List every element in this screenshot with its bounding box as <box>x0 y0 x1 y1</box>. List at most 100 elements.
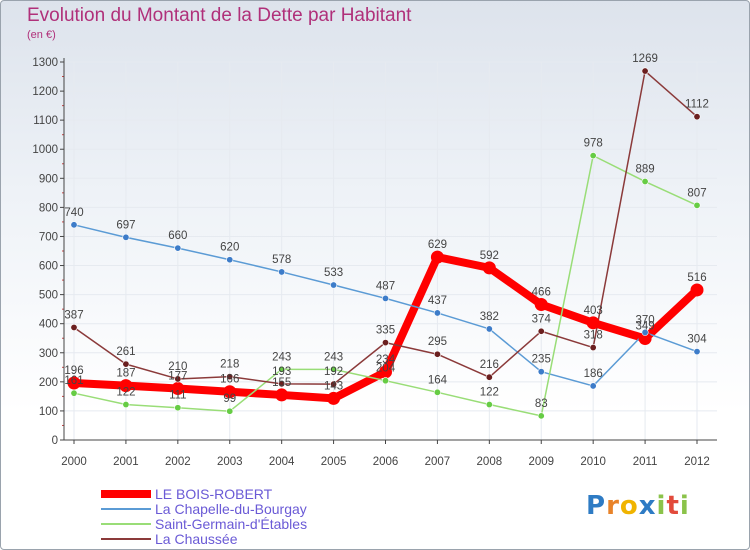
data-point <box>589 152 597 160</box>
data-point <box>537 412 545 420</box>
data-label: 192 <box>324 366 343 378</box>
data-point <box>433 388 441 396</box>
data-label: 304 <box>687 334 707 346</box>
x-tick-label: 2007 <box>425 456 451 468</box>
data-point <box>537 327 545 335</box>
data-label: 193 <box>272 366 291 378</box>
data-label: 335 <box>376 325 395 337</box>
data-point <box>70 389 78 397</box>
data-point <box>330 281 338 289</box>
data-label: 218 <box>220 359 239 371</box>
y-tick-label: 1200 <box>32 86 58 98</box>
x-tick-label: 2008 <box>477 456 503 468</box>
data-point <box>589 382 597 390</box>
data-label: 1112 <box>685 99 709 111</box>
data-label: 155 <box>272 377 291 389</box>
legend-label: La Chaussée <box>155 531 238 547</box>
data-label: 889 <box>635 164 654 176</box>
data-label: 261 <box>116 346 135 358</box>
data-point <box>171 382 185 396</box>
x-tick-label: 2004 <box>269 456 295 468</box>
legend-label: La Chapelle-du-Bourgay <box>155 501 307 517</box>
data-point <box>485 325 493 333</box>
data-label: 204 <box>376 363 396 375</box>
data-label: 210 <box>168 361 187 373</box>
data-point <box>641 67 649 75</box>
data-point <box>693 348 701 356</box>
data-point <box>122 360 130 368</box>
data-label: 177 <box>168 371 187 383</box>
x-tick-label: 2011 <box>633 456 658 468</box>
data-label: 629 <box>428 239 447 251</box>
data-label: 387 <box>64 309 83 321</box>
data-point <box>641 178 649 186</box>
data-label: 978 <box>584 138 603 150</box>
data-point <box>226 256 234 264</box>
logo-letter: i <box>679 491 690 521</box>
x-tick-label: 2012 <box>684 456 710 468</box>
y-tick-label: 300 <box>39 348 58 360</box>
plot-area <box>64 62 717 440</box>
data-label: 697 <box>116 219 135 231</box>
data-label: 143 <box>324 380 343 392</box>
data-point <box>537 368 545 376</box>
data-label: 234 <box>376 354 396 366</box>
data-label: 740 <box>64 207 83 219</box>
data-point <box>226 373 234 381</box>
logo-letter: o <box>619 491 639 521</box>
data-point <box>690 283 704 297</box>
y-tick-label: 700 <box>39 231 58 243</box>
logo-letter: x <box>638 491 657 521</box>
data-label: 382 <box>480 311 499 323</box>
data-point <box>381 377 389 385</box>
x-tick-label: 2006 <box>373 456 399 468</box>
legend-label: Saint-Germain-d'Étables <box>155 516 308 532</box>
x-tick-label: 2009 <box>528 456 554 468</box>
data-point <box>430 250 444 264</box>
data-point <box>641 328 649 336</box>
data-label: 216 <box>480 359 499 371</box>
data-label: 403 <box>584 305 603 317</box>
data-point <box>330 365 338 373</box>
data-point <box>223 385 237 399</box>
data-point <box>381 294 389 302</box>
y-tick-label: 200 <box>39 377 58 389</box>
y-tick-label: 400 <box>39 319 58 331</box>
data-label: 374 <box>532 313 552 325</box>
data-label: 620 <box>220 242 239 254</box>
data-label: 196 <box>64 365 83 377</box>
data-point <box>70 221 78 229</box>
data-label: 122 <box>480 387 499 399</box>
data-label: 437 <box>428 295 447 307</box>
data-label: 122 <box>116 387 135 399</box>
data-point <box>485 401 493 409</box>
y-tick-label: 1000 <box>32 144 58 156</box>
data-label: 349 <box>635 321 654 333</box>
y-tick-label: 800 <box>39 202 58 214</box>
x-tick-label: 2010 <box>580 456 606 468</box>
y-tick-label: 600 <box>39 261 58 273</box>
data-label: 578 <box>272 254 291 266</box>
data-label: 111 <box>169 390 186 402</box>
data-label: 164 <box>428 374 448 386</box>
data-point <box>586 316 600 330</box>
x-tick-label: 2005 <box>321 456 347 468</box>
data-point <box>693 201 701 209</box>
data-label: 1269 <box>632 53 658 65</box>
data-point <box>327 391 341 405</box>
logo-letter: t <box>666 491 680 521</box>
data-label: 187 <box>116 368 135 380</box>
y-tick-label: 500 <box>39 290 58 302</box>
data-point <box>278 268 286 276</box>
data-label: 161 <box>64 375 83 387</box>
chart-title: Evolution du Montant de la Dette par Hab… <box>27 5 412 26</box>
data-point <box>70 323 78 331</box>
data-point <box>433 309 441 317</box>
data-point <box>119 379 133 393</box>
data-label: 243 <box>272 351 291 363</box>
legend-swatch <box>101 508 151 510</box>
legend-swatch <box>101 523 151 525</box>
data-label: 295 <box>428 336 447 348</box>
data-point <box>174 244 182 252</box>
data-label: 466 <box>532 287 551 299</box>
